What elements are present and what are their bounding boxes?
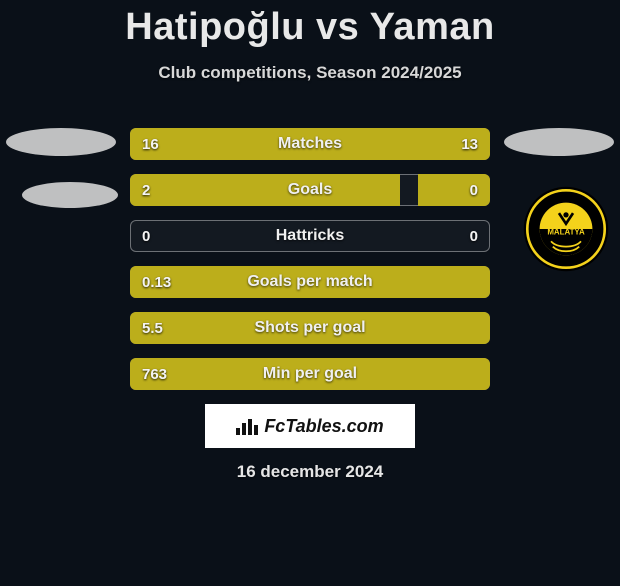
- bar-fill-right: [418, 174, 490, 206]
- bar-fill-left: [130, 128, 328, 160]
- bar-fill-left: [130, 266, 490, 298]
- branding-text: FcTables.com: [264, 416, 383, 437]
- stat-row: Min per goal763: [130, 358, 490, 390]
- svg-text:MALATYA: MALATYA: [547, 227, 585, 236]
- comparison-bars: Matches1613 Goals20 Hattricks00 Goals per m…: [130, 128, 490, 404]
- club-crest-icon: MALATYA: [522, 185, 610, 273]
- placeholder-crest-left-2: [22, 182, 118, 208]
- placeholder-crest-right: [504, 128, 614, 156]
- placeholder-crest-left-1: [6, 128, 116, 156]
- page-title: Hatipoğlu vs Yaman: [0, 6, 620, 49]
- branding-badge: FcTables.com: [205, 404, 415, 448]
- bar-fill-left: [130, 174, 400, 206]
- stat-row: Goals per match0.13: [130, 266, 490, 298]
- stat-row: Matches1613: [130, 128, 490, 160]
- stat-row: Hattricks00: [130, 220, 490, 252]
- bar-fill-right: [328, 128, 490, 160]
- bars-icon: [236, 417, 258, 435]
- bar-fill-left: [130, 312, 490, 344]
- date-label: 16 december 2024: [0, 462, 620, 482]
- stat-row: Goals20: [130, 174, 490, 206]
- subtitle: Club competitions, Season 2024/2025: [0, 63, 620, 83]
- bar-fill-left: [130, 358, 490, 390]
- bar-track: [130, 220, 490, 252]
- stat-row: Shots per goal5.5: [130, 312, 490, 344]
